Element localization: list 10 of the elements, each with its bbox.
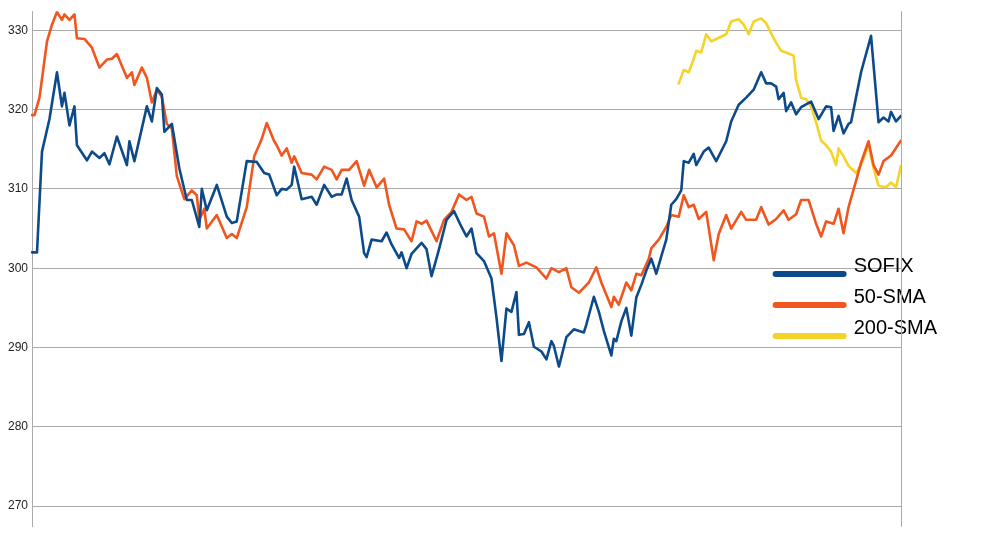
legend-label: SOFIX: [853, 253, 914, 276]
legend-label: 200-SMA: [853, 315, 938, 338]
y-tick-label: 270: [7, 498, 29, 513]
legend-label: 50-SMA: [853, 284, 927, 307]
y-tick-label: 280: [7, 419, 29, 434]
y-tick-label: 300: [7, 260, 29, 275]
y-tick-label: 290: [7, 339, 29, 354]
y-tick-label: 320: [7, 101, 29, 116]
y-tick-label: 330: [7, 22, 29, 37]
y-tick-label: 310: [7, 181, 29, 196]
